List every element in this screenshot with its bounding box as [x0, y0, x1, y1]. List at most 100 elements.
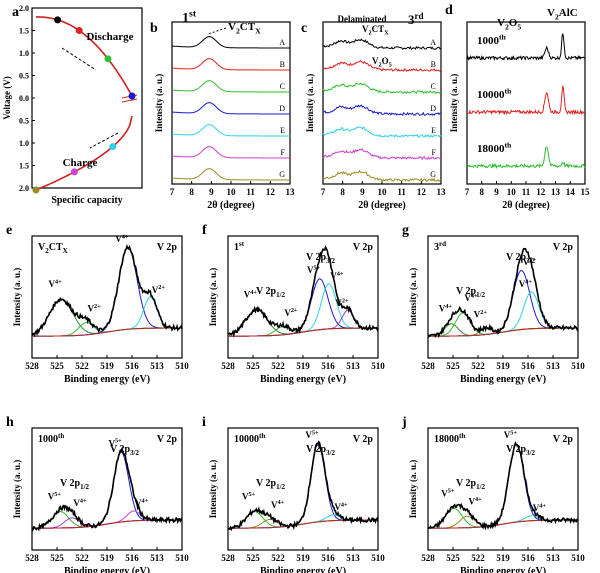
- arrow: [61, 47, 97, 71]
- x-tick-label: 510: [175, 553, 189, 563]
- x-tick-label: 516: [521, 361, 535, 371]
- orbital-label: V 2p3/2: [306, 252, 336, 265]
- x-tick-label: 522: [75, 553, 89, 563]
- xrd-trace: [322, 60, 442, 72]
- x-tick-label: 519: [496, 553, 510, 563]
- x-tick-label: 510: [571, 553, 585, 563]
- state-marker: [104, 55, 112, 63]
- envelope-line: [427, 247, 579, 339]
- y-axis-label: Intensity (a. u.): [208, 460, 218, 519]
- panel-c: c Intensity (a. u.) 7 8 9 10 11 12 13 2θ (degree)…: [301, 11, 446, 211]
- xrd-trace: [323, 104, 442, 116]
- trace-label: C: [431, 82, 436, 91]
- x-tick-label: 11: [246, 187, 255, 197]
- orbital-label: V 2p3/2: [506, 252, 536, 265]
- y-tick-label: 0.5: [19, 72, 29, 81]
- panel-letter: c: [301, 21, 307, 36]
- x-tick-label: 13: [437, 187, 447, 197]
- x-tick-label: 11: [397, 187, 406, 197]
- x-tick-label: 522: [75, 361, 89, 371]
- component-label: V5+: [307, 265, 321, 276]
- x-tick-label: 519: [100, 361, 114, 371]
- x-tick-label: 525: [246, 361, 260, 371]
- x-axis-label: Binding energy (eV): [64, 374, 150, 385]
- x-tick-label: 7: [465, 187, 470, 197]
- component-label: V2+: [284, 307, 298, 318]
- y-axis-label: Intensity (a. u.): [12, 460, 22, 519]
- component-label: V2+: [474, 309, 488, 320]
- x-tick-label: 7: [170, 187, 175, 197]
- x-tick-label: 525: [446, 361, 460, 371]
- orbital-label: V 2p3/2: [306, 444, 336, 457]
- y-tick-label: 2.0: [19, 184, 29, 193]
- charge-curve: [35, 115, 133, 191]
- x-axis-label: Binding energy (eV): [460, 374, 546, 385]
- component-label: V4+: [271, 499, 285, 510]
- x-tick-label: 528: [221, 553, 235, 563]
- y-tick-label: 1.5: [19, 162, 29, 171]
- delaminated-label: Delaminated: [338, 14, 387, 24]
- component-label: V5+: [109, 438, 123, 449]
- x-tick-label: 510: [571, 361, 585, 371]
- x-tick-label: 525: [50, 361, 64, 371]
- sample-label: 18000th: [434, 432, 465, 445]
- x-tick-label: 513: [546, 553, 560, 563]
- x-tick-label: 12: [536, 187, 546, 197]
- x-axis-label: 2θ (degree): [502, 200, 550, 211]
- x-tick-label: 513: [546, 361, 560, 371]
- component-label: V4+: [135, 498, 149, 509]
- cycle-label: 1000th: [477, 33, 507, 47]
- trace-label: E: [431, 126, 436, 135]
- fit-component: [428, 443, 578, 529]
- state-marker: [128, 92, 136, 100]
- component-label: V5+: [305, 429, 319, 440]
- orbital-label: V 2p3/2: [110, 444, 140, 457]
- component-label: V4+: [519, 278, 533, 289]
- x-tick-label: 12: [417, 187, 427, 197]
- panel-letter: d: [445, 3, 453, 18]
- x-tick-label: 525: [246, 553, 260, 563]
- y-axis-label: Intensity (a. u.): [449, 74, 459, 133]
- x-tick-label: 10: [227, 187, 237, 197]
- x-tick-label: 525: [50, 553, 64, 563]
- x-tick-label: 519: [496, 361, 510, 371]
- panel-letter: f: [202, 223, 207, 238]
- panel-d: d Intensity (a. u.) 7 8 9 10 11 12 13 14 15 2θ (deg…: [445, 3, 590, 211]
- xrd-trace: [171, 124, 290, 137]
- xrd-trace: [322, 169, 442, 182]
- xrd-trace: [171, 102, 290, 115]
- component-label: V4+: [115, 233, 129, 244]
- x-tick-label: 516: [125, 361, 139, 371]
- x-tick-label: 9: [360, 187, 365, 197]
- panel-h: h Intensity (a. u.) 528 525 522 519 516 513 510 B…: [6, 415, 189, 573]
- plot-frame: [227, 427, 379, 551]
- component-label: V4+: [244, 289, 258, 300]
- x-tick-label: 10: [507, 187, 517, 197]
- x-tick-label: 516: [125, 553, 139, 563]
- state-marker: [32, 186, 40, 194]
- edge-label: V 2p: [553, 434, 574, 445]
- y-axis-label: Intensity (a. u.): [408, 460, 418, 519]
- trace-label: F: [432, 148, 437, 157]
- envelope-line: [427, 441, 578, 531]
- x-tick-label: 513: [150, 361, 164, 371]
- x-axis-label: 2θ (degree): [207, 200, 255, 211]
- peak-label: V2CTX: [228, 21, 261, 35]
- plot-frame: [31, 235, 183, 359]
- xrd-trace: [171, 36, 290, 49]
- x-tick-label: 510: [371, 361, 385, 371]
- trace-label: D: [279, 104, 285, 113]
- sample-label: V2CTX: [38, 242, 68, 255]
- x-tick-label: 9: [494, 187, 499, 197]
- x-tick-label: 10: [378, 187, 388, 197]
- component-label: V4+: [464, 292, 478, 303]
- envelope-line: [227, 440, 379, 532]
- v2o5-label: V2O5: [497, 17, 521, 31]
- x-tick-label: 8: [340, 187, 345, 197]
- component-label: V4+: [439, 303, 453, 314]
- xrd-trace: [466, 85, 586, 116]
- x-tick-label: 12: [266, 187, 276, 197]
- x-tick-label: 510: [371, 553, 385, 563]
